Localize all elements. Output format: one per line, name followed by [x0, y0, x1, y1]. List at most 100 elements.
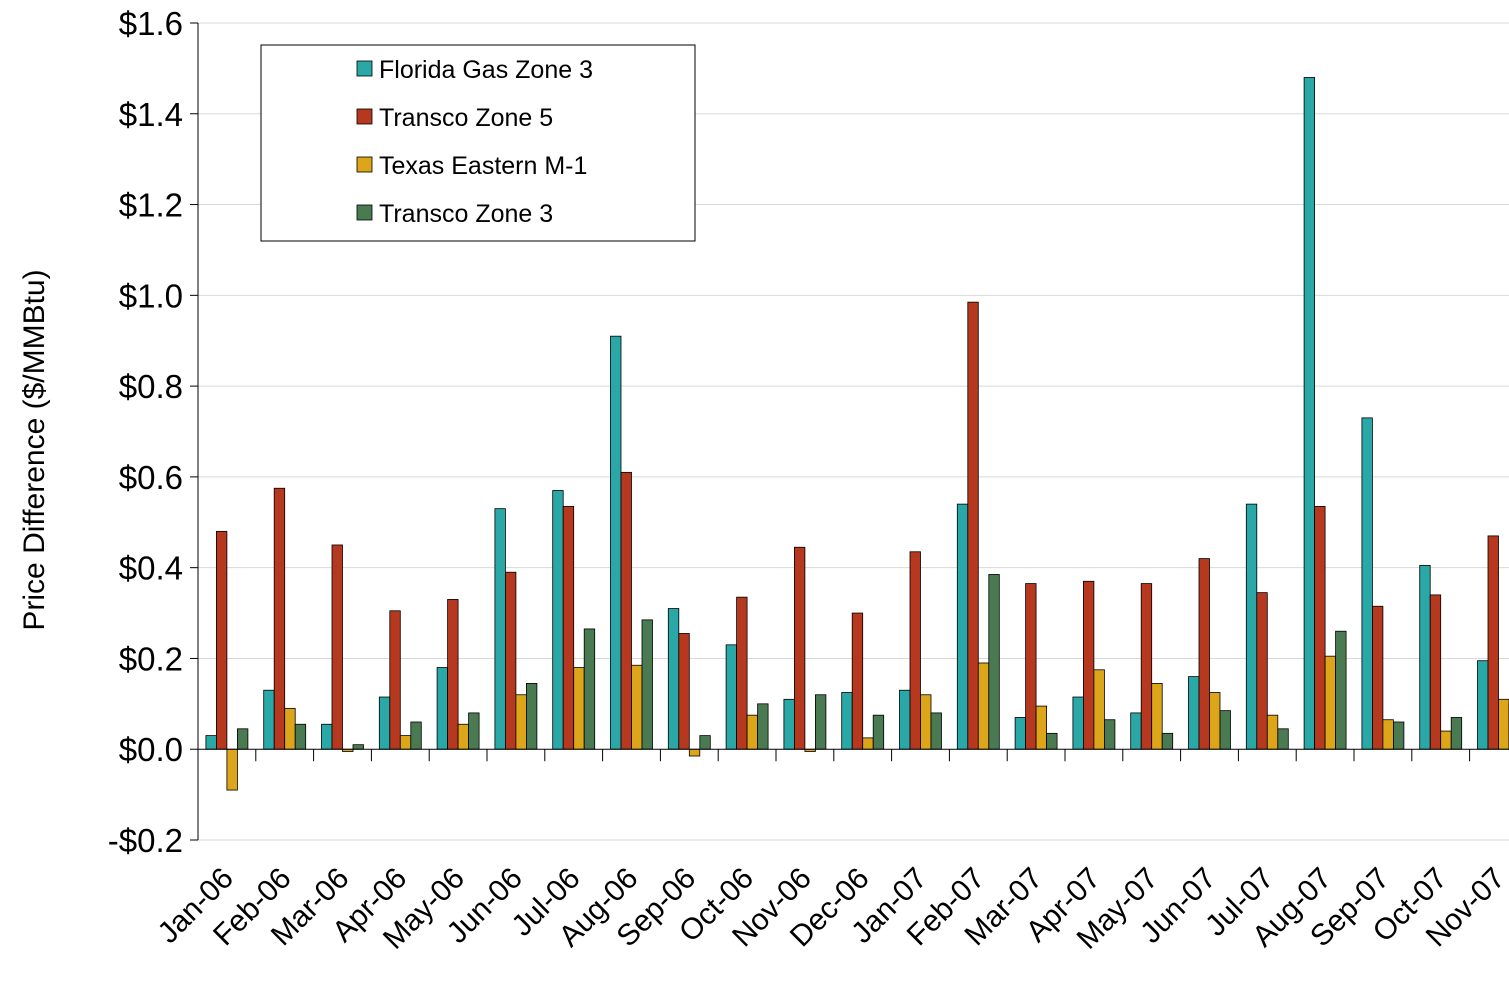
y-tick-label: $0.6: [119, 459, 183, 496]
bar-transco-zone-3-mar-07: [1046, 732, 1058, 750]
bar-transco-zone-5-jun-06: [504, 571, 517, 750]
bar-transco-zone-5-jul-07: [1256, 592, 1268, 750]
bar-florida-gas-zone-3-sep-07: [1361, 417, 1373, 750]
bar-transco-zone-5-nov-07: [1487, 535, 1499, 750]
legend-swatch: [356, 204, 373, 221]
bar-texas-eastern-m-1-apr-06: [399, 735, 412, 750]
bar-florida-gas-zone-3-mar-07: [1014, 717, 1026, 750]
bar-florida-gas-zone-3-jun-06: [494, 508, 506, 750]
legend-swatch: [356, 60, 373, 77]
bar-transco-zone-3-jul-07: [1277, 728, 1289, 750]
bar-texas-eastern-m-1-nov-07: [1498, 698, 1509, 750]
bar-transco-zone-3-aug-06: [641, 619, 653, 750]
legend-label: Texas Eastern M-1: [379, 152, 587, 180]
bar-texas-eastern-m-1-dec-06: [862, 737, 874, 750]
bar-florida-gas-zone-3-sep-06: [667, 608, 680, 750]
bar-transco-zone-5-oct-06: [736, 596, 748, 750]
bar-texas-eastern-m-1-oct-07: [1440, 730, 1452, 750]
bar-texas-eastern-m-1-mar-07: [1035, 705, 1047, 750]
bar-transco-zone-3-jun-07: [1219, 710, 1231, 750]
bar-texas-eastern-m-1-aug-06: [631, 664, 643, 750]
bar-transco-zone-3-mar-06: [352, 744, 364, 750]
bar-transco-zone-5-sep-06: [678, 633, 690, 750]
bar-florida-gas-zone-3-dec-06: [841, 692, 853, 750]
bar-texas-eastern-m-1-feb-07: [977, 662, 990, 750]
bar-transco-zone-5-mar-06: [331, 544, 343, 750]
bar-texas-eastern-m-1-sep-07: [1382, 719, 1394, 750]
bar-florida-gas-zone-3-mar-06: [321, 723, 333, 750]
y-tick-label: $0.8: [119, 368, 183, 405]
bar-texas-eastern-m-1-may-07: [1151, 683, 1163, 750]
bar-florida-gas-zone-3-may-07: [1130, 712, 1142, 750]
bar-florida-gas-zone-3-oct-07: [1419, 564, 1431, 750]
bar-transco-zone-3-dec-06: [872, 714, 885, 750]
bar-transco-zone-3-nov-06: [815, 694, 827, 750]
bar-transco-zone-5-jan-07: [909, 551, 921, 750]
legend-items: Florida Gas Zone 3 Transco Zone 5 Texas Ea…: [356, 56, 593, 228]
bar-texas-eastern-m-1-oct-06: [746, 714, 758, 750]
bar-transco-zone-5-apr-07: [1083, 580, 1095, 750]
y-axis-ticks: -$0.2 $0.0 $0.2 $0.4 $0.6 $0.8 $1.0 $1.2 $1.4 $1.…: [108, 5, 198, 859]
y-tick-label: $1.2: [119, 187, 183, 224]
legend-swatch: [356, 108, 373, 125]
bar-texas-eastern-m-1-jul-06: [573, 667, 585, 750]
bar-texas-eastern-m-1-aug-07: [1324, 655, 1336, 750]
bar-transco-zone-3-aug-07: [1335, 630, 1347, 750]
bar-texas-eastern-m-1-jun-07: [1209, 692, 1221, 750]
bar-transco-zone-5-nov-06: [794, 546, 806, 750]
bar-texas-eastern-m-1-jan-07: [920, 694, 932, 750]
bar-transco-zone-3-apr-06: [410, 721, 422, 750]
bar-texas-eastern-m-1-jan-06: [226, 748, 238, 791]
bar-florida-gas-zone-3-oct-06: [725, 644, 737, 750]
legend-swatch: [356, 156, 373, 173]
bar-florida-gas-zone-3-jun-07: [1188, 676, 1200, 750]
bar-florida-gas-zone-3-jul-06: [552, 490, 564, 750]
y-tick-label: $0.2: [119, 640, 183, 677]
bar-transco-zone-3-may-06: [468, 712, 480, 750]
bar-transco-zone-5-feb-06: [273, 487, 286, 750]
bar-florida-gas-zone-3-feb-06: [263, 689, 275, 750]
y-tick-label: -$0.2: [108, 822, 183, 859]
bar-transco-zone-5-aug-06: [620, 471, 632, 750]
bar-transco-zone-3-jul-06: [583, 628, 596, 750]
bar-transco-zone-3-apr-07: [1104, 719, 1116, 750]
bar-transco-zone-5-may-07: [1140, 583, 1153, 750]
bar-texas-eastern-m-1-sep-06: [688, 748, 701, 757]
y-tick-label: $1.0: [119, 277, 183, 314]
legend: Florida Gas Zone 3 Transco Zone 5 Texas Ea…: [260, 44, 696, 242]
bar-texas-eastern-m-1-apr-07: [1093, 669, 1105, 750]
y-tick-label: $0.0: [119, 731, 183, 768]
bar-florida-gas-zone-3-jan-07: [899, 689, 911, 750]
bar-florida-gas-zone-3-aug-06: [610, 335, 622, 750]
bar-florida-gas-zone-3-apr-07: [1072, 696, 1084, 750]
bar-transco-zone-5-mar-07: [1025, 583, 1037, 750]
bar-texas-eastern-m-1-jun-06: [515, 694, 527, 750]
bar-transco-zone-3-sep-07: [1393, 721, 1405, 750]
bar-florida-gas-zone-3-apr-06: [378, 696, 391, 750]
bar-transco-zone-5-oct-07: [1429, 594, 1442, 750]
bar-transco-zone-5-apr-06: [389, 610, 401, 750]
bar-florida-gas-zone-3-nov-06: [783, 698, 795, 750]
bar-texas-eastern-m-1-jul-07: [1266, 714, 1279, 750]
bar-transco-zone-3-feb-07: [988, 574, 1000, 750]
bar-transco-zone-5-sep-07: [1372, 605, 1384, 750]
bar-transco-zone-3-jun-06: [526, 683, 538, 750]
bar-transco-zone-5-jun-07: [1198, 558, 1210, 750]
bar-texas-eastern-m-1-feb-06: [284, 707, 296, 750]
bar-transco-zone-3-feb-06: [294, 723, 307, 750]
bar-texas-eastern-m-1-may-06: [457, 723, 470, 750]
legend-label: Transco Zone 3: [379, 200, 553, 228]
axes: [197, 23, 1509, 840]
bar-transco-zone-5-dec-06: [851, 612, 864, 750]
y-axis-title: Price Difference ($/MMBtu): [18, 269, 51, 630]
x-axis-ticks: Jan-06Feb-06Mar-06Apr-06May-06Jun-06Jul-…: [152, 749, 1509, 956]
bar-florida-gas-zone-3-feb-07: [956, 503, 969, 750]
y-tick-label: $0.4: [119, 550, 183, 587]
legend-label: Transco Zone 5: [379, 104, 553, 132]
legend-label: Florida Gas Zone 3: [379, 56, 593, 84]
bar-transco-zone-5-jan-06: [215, 530, 228, 750]
bar-florida-gas-zone-3-may-06: [436, 667, 449, 750]
y-tick-label: $1.4: [119, 96, 183, 133]
